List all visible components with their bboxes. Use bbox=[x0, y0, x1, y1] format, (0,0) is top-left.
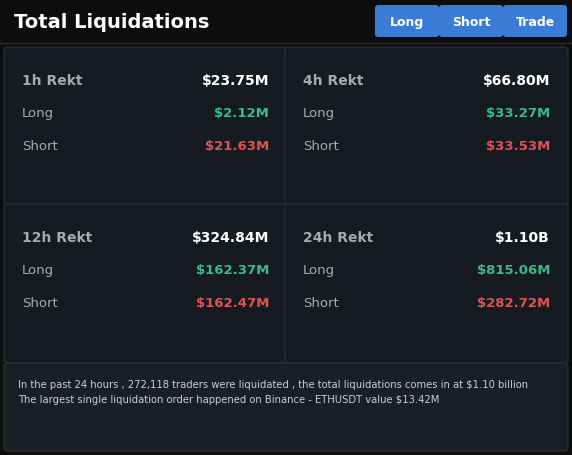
Text: Trade: Trade bbox=[515, 15, 555, 29]
Text: $1.10B: $1.10B bbox=[495, 231, 550, 244]
Text: 24h Rekt: 24h Rekt bbox=[303, 231, 374, 244]
Text: $815.06M: $815.06M bbox=[476, 263, 550, 276]
Text: 4h Rekt: 4h Rekt bbox=[303, 74, 363, 88]
Text: Long: Long bbox=[303, 263, 335, 276]
Text: Total Liquidations: Total Liquidations bbox=[14, 12, 209, 31]
Text: Long: Long bbox=[303, 107, 335, 120]
FancyBboxPatch shape bbox=[375, 6, 439, 38]
FancyBboxPatch shape bbox=[4, 48, 287, 207]
Text: $33.27M: $33.27M bbox=[486, 107, 550, 120]
Text: Short: Short bbox=[303, 296, 339, 309]
FancyBboxPatch shape bbox=[4, 363, 568, 451]
Text: 1h Rekt: 1h Rekt bbox=[22, 74, 82, 88]
Text: $23.75M: $23.75M bbox=[201, 74, 269, 88]
FancyBboxPatch shape bbox=[439, 6, 503, 38]
Text: Short: Short bbox=[452, 15, 490, 29]
Text: $162.47M: $162.47M bbox=[196, 296, 269, 309]
FancyBboxPatch shape bbox=[285, 205, 568, 363]
Text: Short: Short bbox=[303, 140, 339, 153]
Text: 12h Rekt: 12h Rekt bbox=[22, 231, 92, 244]
Text: $282.72M: $282.72M bbox=[476, 296, 550, 309]
Text: $21.63M: $21.63M bbox=[205, 140, 269, 153]
Text: $33.53M: $33.53M bbox=[486, 140, 550, 153]
Text: $162.37M: $162.37M bbox=[196, 263, 269, 276]
Text: Short: Short bbox=[22, 296, 58, 309]
Text: $2.12M: $2.12M bbox=[214, 107, 269, 120]
Text: $66.80M: $66.80M bbox=[483, 74, 550, 88]
Text: Short: Short bbox=[22, 140, 58, 153]
Text: Long: Long bbox=[22, 107, 54, 120]
Text: Long: Long bbox=[390, 15, 424, 29]
Text: Long: Long bbox=[22, 263, 54, 276]
FancyBboxPatch shape bbox=[285, 48, 568, 207]
Text: In the past 24 hours , 272,118 traders were liquidated , the total liquidations : In the past 24 hours , 272,118 traders w… bbox=[18, 379, 528, 404]
Text: $324.84M: $324.84M bbox=[192, 231, 269, 244]
FancyBboxPatch shape bbox=[503, 6, 567, 38]
FancyBboxPatch shape bbox=[4, 205, 287, 363]
